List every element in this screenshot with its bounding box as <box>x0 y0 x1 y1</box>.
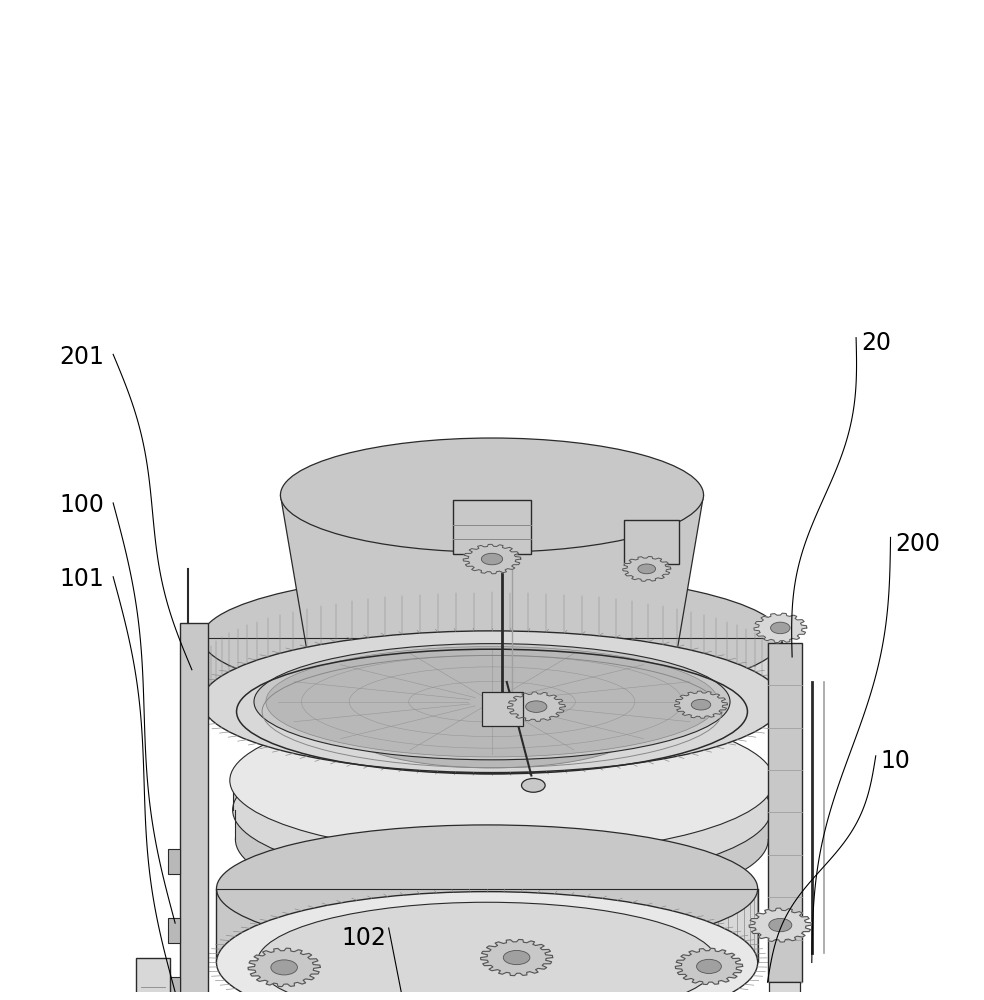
Ellipse shape <box>246 899 728 1000</box>
Polygon shape <box>232 780 771 810</box>
Ellipse shape <box>202 631 782 773</box>
Polygon shape <box>768 643 802 982</box>
Polygon shape <box>754 613 807 643</box>
Polygon shape <box>482 692 523 726</box>
Polygon shape <box>487 962 728 1000</box>
Polygon shape <box>248 948 320 987</box>
Polygon shape <box>769 982 800 1000</box>
Polygon shape <box>487 889 758 962</box>
Ellipse shape <box>503 950 529 965</box>
Polygon shape <box>749 908 812 942</box>
Polygon shape <box>675 948 743 984</box>
Ellipse shape <box>216 825 758 952</box>
Polygon shape <box>453 500 531 554</box>
Polygon shape <box>463 544 521 574</box>
Ellipse shape <box>638 564 655 574</box>
Ellipse shape <box>271 960 297 975</box>
Polygon shape <box>136 958 170 1000</box>
Text: 201: 201 <box>59 345 104 369</box>
Text: 101: 101 <box>59 567 103 591</box>
Polygon shape <box>730 638 782 702</box>
Text: 200: 200 <box>895 532 941 556</box>
Polygon shape <box>180 623 208 1000</box>
Ellipse shape <box>202 573 782 703</box>
Polygon shape <box>246 962 487 1000</box>
Polygon shape <box>168 977 180 1000</box>
Text: 20: 20 <box>861 331 891 355</box>
Ellipse shape <box>481 553 503 565</box>
Text: 102: 102 <box>341 926 387 950</box>
Ellipse shape <box>216 892 758 1000</box>
Ellipse shape <box>769 918 792 932</box>
Ellipse shape <box>232 736 771 884</box>
Ellipse shape <box>770 622 790 634</box>
Polygon shape <box>624 520 679 564</box>
Polygon shape <box>675 691 727 718</box>
Ellipse shape <box>340 685 644 768</box>
Polygon shape <box>623 556 671 581</box>
Ellipse shape <box>230 707 773 854</box>
Polygon shape <box>480 939 553 976</box>
Text: 10: 10 <box>881 749 910 773</box>
Ellipse shape <box>522 778 545 792</box>
Ellipse shape <box>257 902 717 1000</box>
Polygon shape <box>216 889 487 962</box>
Ellipse shape <box>320 679 664 774</box>
Ellipse shape <box>254 644 730 760</box>
Ellipse shape <box>266 647 718 757</box>
Ellipse shape <box>525 701 547 712</box>
Ellipse shape <box>697 959 721 974</box>
Polygon shape <box>168 849 180 874</box>
Text: 100: 100 <box>59 493 104 517</box>
Polygon shape <box>508 692 565 721</box>
Polygon shape <box>280 495 704 726</box>
Polygon shape <box>235 810 769 839</box>
Polygon shape <box>168 918 180 943</box>
Ellipse shape <box>235 766 769 913</box>
Ellipse shape <box>691 699 710 710</box>
Polygon shape <box>202 638 254 702</box>
Ellipse shape <box>280 438 704 552</box>
